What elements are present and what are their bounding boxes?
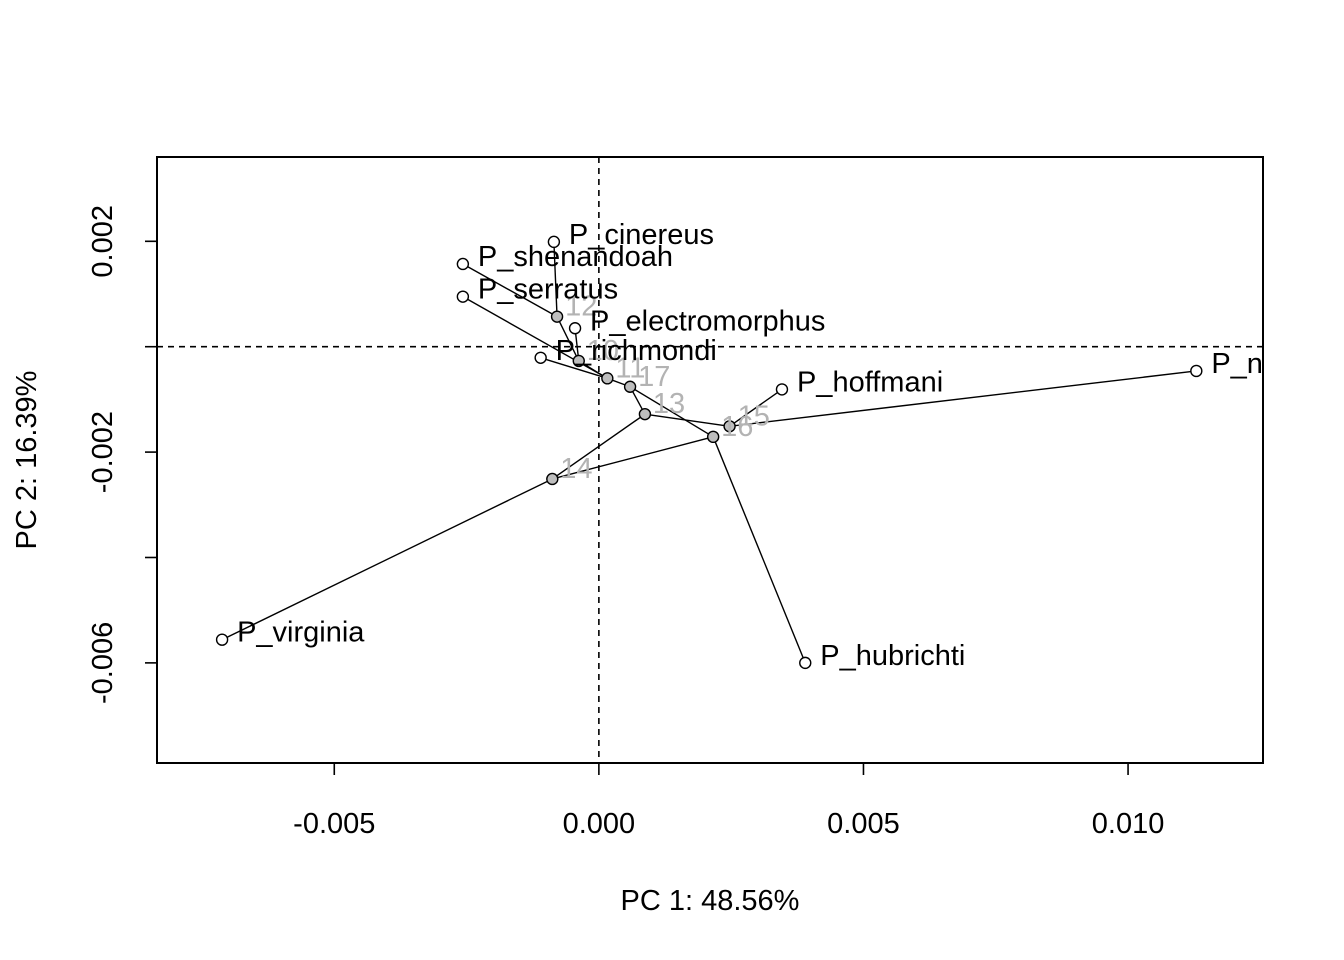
node-label: 14 — [560, 453, 592, 485]
tree-edge — [462, 263, 558, 318]
x-tick-label: 0.000 — [563, 808, 636, 840]
tip-label: P_cinereus — [569, 219, 714, 251]
tip-label: P_shenandoah — [478, 241, 673, 273]
y-tick-label: -0.002 — [87, 411, 119, 493]
tree-edge — [629, 386, 714, 438]
node-label: 11 — [615, 352, 645, 384]
tree-edge — [553, 241, 558, 317]
tree-edge — [644, 413, 730, 427]
node-label: 12 — [565, 291, 597, 323]
tree-edge — [556, 316, 580, 362]
x-tick-label: 0.010 — [1092, 808, 1165, 840]
tip-point — [799, 656, 812, 670]
tip-label: P_n — [1211, 348, 1263, 380]
tip-label: P_hoffmani — [797, 366, 943, 398]
tree-edge — [729, 370, 1197, 427]
plot-box — [156, 156, 1264, 764]
node-point — [638, 407, 652, 421]
tip-point — [775, 383, 789, 396]
node-label: 15 — [738, 400, 770, 432]
y-tick-label: -0.006 — [87, 622, 119, 704]
tree-edge — [540, 357, 608, 379]
tree-edge — [551, 413, 646, 480]
tree-edge — [221, 478, 553, 641]
x-axis: -0.005 0.000 0.005 0.010 — [293, 763, 1164, 840]
x-tick-label: 0.005 — [827, 808, 900, 840]
y-axis: 0.002 -0.002 -0.006 — [87, 205, 157, 704]
tip-point — [1190, 364, 1203, 378]
tree-edge — [552, 436, 714, 480]
node-label: 13 — [653, 388, 685, 420]
node-point — [572, 354, 585, 368]
node-label: 16 — [721, 411, 753, 443]
tip-label: P_virginia — [237, 617, 365, 649]
tip-label: P_hubrichti — [820, 640, 965, 672]
tip-point — [456, 257, 470, 271]
node-point — [723, 420, 736, 433]
node-point — [601, 372, 614, 385]
tip-point — [547, 235, 561, 249]
node-label: 10 — [587, 335, 619, 367]
tip-point — [568, 322, 582, 335]
reference-lines — [157, 157, 1263, 763]
x-axis-label: PC 1: 48.56% — [621, 885, 800, 917]
node-point — [623, 380, 637, 393]
node-point — [706, 430, 720, 444]
node-point — [550, 310, 564, 323]
x-tick-label: -0.005 — [293, 808, 375, 840]
tip-label: P_electromorphus — [590, 305, 825, 337]
tip-point — [456, 290, 470, 303]
node-label: 17 — [638, 361, 670, 393]
node-point — [546, 472, 559, 486]
tip-label: P_richmondi — [556, 335, 717, 367]
tip-labels: P_cinereusP_shenandoahP_serratusP_electr… — [237, 219, 1263, 672]
y-axis-label: PC 2: 16.39% — [11, 371, 43, 550]
tree-edge — [712, 436, 806, 664]
tree-edge — [729, 388, 783, 427]
tip-label: P_serratus — [478, 274, 618, 306]
tip-point — [534, 351, 547, 364]
y-tick-label: 0.002 — [87, 205, 119, 278]
tree-points — [215, 235, 1203, 670]
tip-point — [215, 633, 229, 646]
